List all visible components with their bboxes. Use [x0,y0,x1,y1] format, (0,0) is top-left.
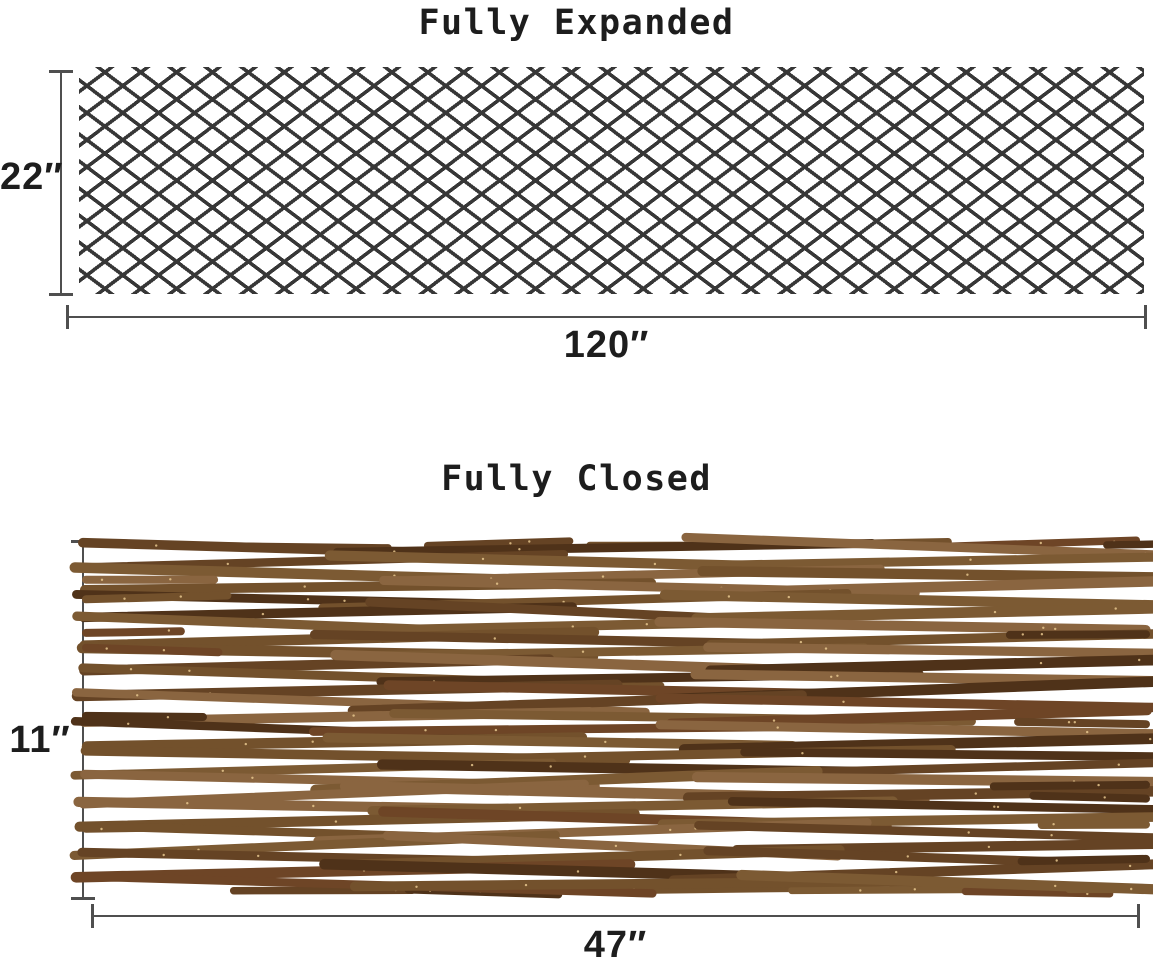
closed-width-dimension-line [91,904,1140,928]
expanded-height-label: 22″ [0,156,64,198]
expanded-height-dimension-line [49,70,73,296]
closed-section-title: Fully Closed [441,459,712,499]
expanded-width-dimension-line [66,305,1147,329]
expanded-trellis-lattice [79,67,1144,294]
closed-trellis-image [69,532,1153,899]
closed-width-label: 47″ [583,924,648,962]
expanded-section-title: Fully Expanded [418,3,735,43]
closed-height-label: 11″ [9,719,71,761]
expanded-width-label: 120″ [563,324,650,366]
